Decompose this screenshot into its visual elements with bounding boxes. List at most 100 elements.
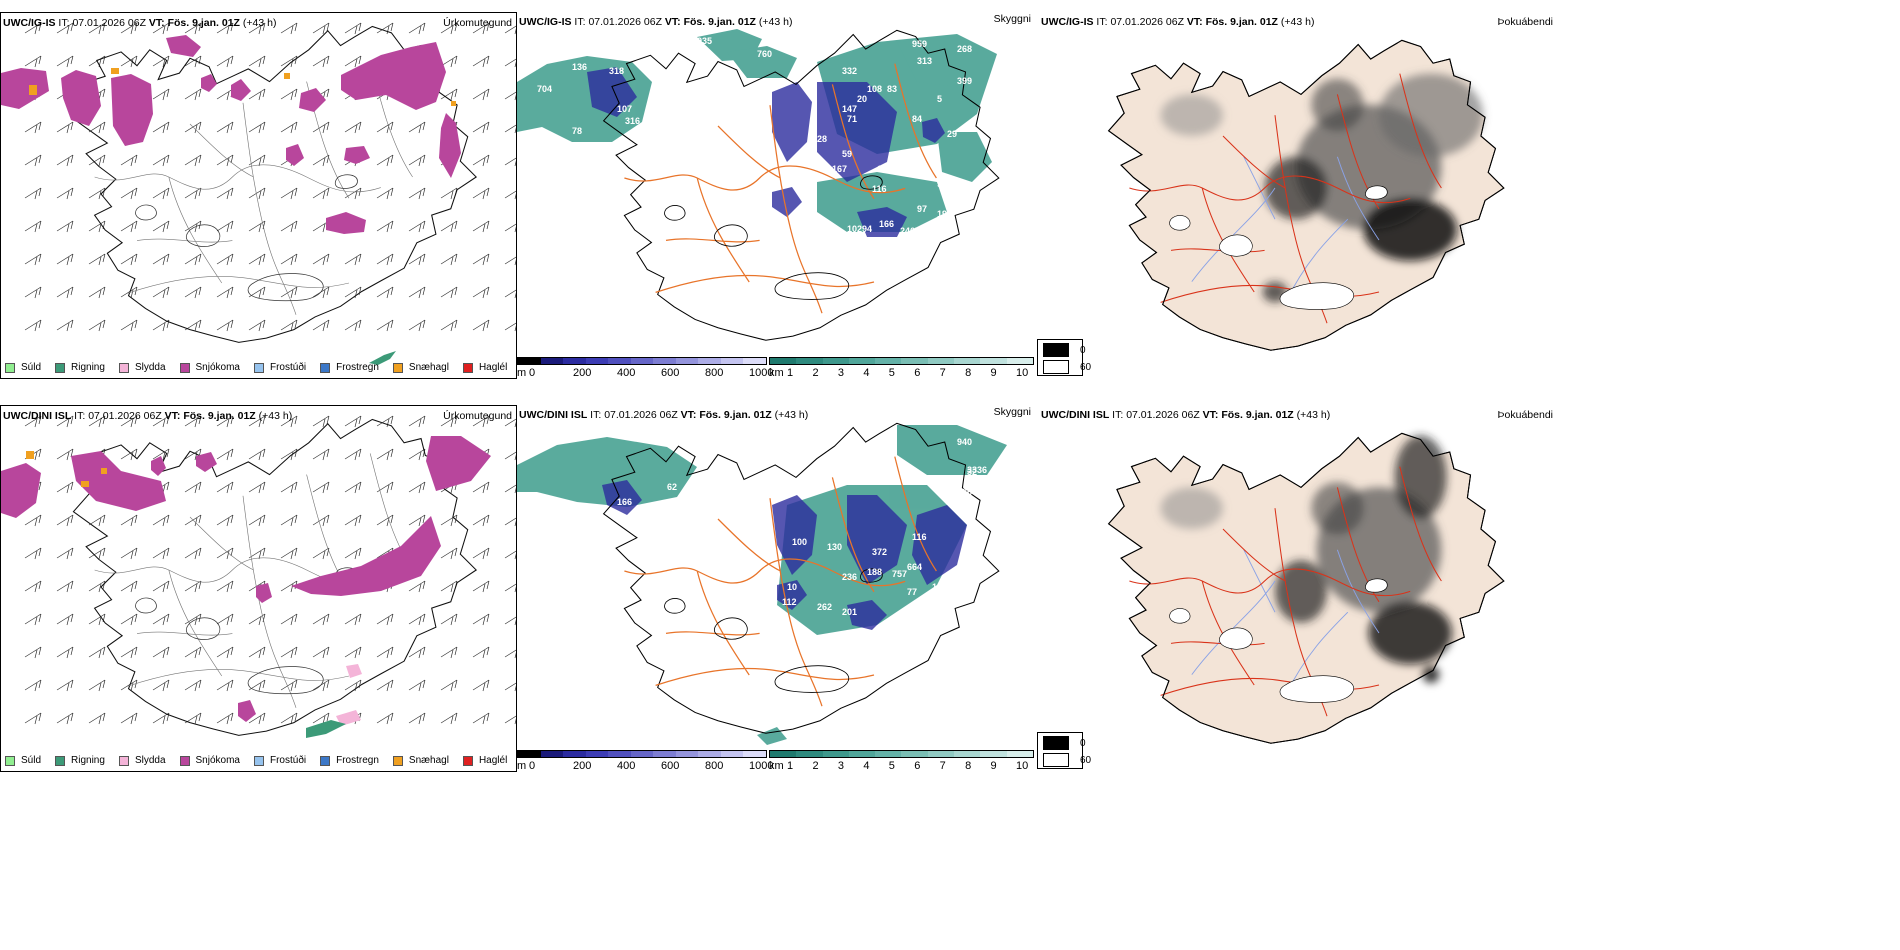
wind-barb — [344, 286, 362, 299]
legend-label: Rigning — [71, 362, 105, 373]
wind-barb — [56, 319, 74, 332]
scale-tick: 4 — [863, 367, 870, 379]
wind-barb — [344, 679, 362, 692]
wind-barb — [184, 547, 202, 560]
wind-barb — [504, 124, 516, 134]
wind-barb — [312, 415, 330, 428]
wind-barb — [216, 679, 234, 692]
wind-barb — [120, 220, 138, 233]
wind-barb — [248, 22, 266, 35]
wind-barb — [56, 514, 74, 527]
wind-barb — [280, 286, 298, 299]
scale-swatch — [675, 751, 699, 757]
wind-barb — [248, 253, 266, 266]
fog-legend-swatch — [1043, 343, 1069, 357]
wind-barb — [504, 583, 516, 593]
scale-swatch — [698, 751, 721, 757]
wind-barb — [24, 220, 42, 233]
scale-unit: km — [769, 367, 784, 379]
scale-swatch — [980, 751, 1007, 757]
value-label: 399 — [957, 76, 972, 86]
value-label: 62 — [667, 482, 677, 492]
legend-label: Snæhagl — [408, 755, 449, 766]
wind-barb — [376, 679, 394, 692]
scale-tick: 10 — [1016, 367, 1029, 379]
wind-barb — [280, 514, 298, 527]
scale-tick: 9 — [990, 367, 997, 379]
wind-barb — [440, 55, 458, 68]
wind-barb — [504, 58, 516, 68]
value-label: 935 — [697, 36, 712, 46]
wind-barb — [152, 679, 170, 692]
wind-barb — [280, 88, 298, 101]
wind-barb — [120, 415, 138, 428]
wind-barb — [440, 319, 458, 332]
wind-barb — [344, 253, 362, 266]
legend-swatch — [179, 755, 190, 766]
scale-bar-km — [769, 750, 1034, 758]
wind-barb — [280, 712, 298, 725]
wind-barb — [184, 646, 202, 659]
wind-barb — [344, 319, 362, 332]
wind-barb — [24, 22, 42, 35]
scale-swatch — [927, 358, 955, 364]
legend-item: Slydda — [118, 755, 166, 766]
fog-legend: 0 60 — [1037, 732, 1091, 769]
wind-barb — [152, 88, 170, 101]
fog-legend-label: 60 — [1080, 362, 1092, 373]
wind-barb — [216, 286, 234, 299]
value-label: 372 — [872, 547, 887, 557]
wind-barb — [216, 121, 234, 134]
wind-barb — [152, 547, 170, 560]
wind-barb — [376, 220, 394, 233]
legend-item: Snæhagl — [392, 755, 449, 766]
wind-barb — [152, 613, 170, 626]
scale-tick: 400 — [617, 367, 636, 379]
scale-swatch — [770, 751, 797, 757]
wind-barb — [184, 187, 202, 200]
wind-barb — [440, 220, 458, 233]
value-label: 84 — [957, 577, 967, 587]
wind-barb — [184, 415, 202, 428]
fog-legend-swatch — [1043, 360, 1069, 374]
value-label: 57 — [667, 94, 677, 104]
legend-swatch — [462, 362, 473, 373]
wind-barb — [152, 448, 170, 461]
wind-barb — [472, 319, 490, 332]
value-label: 364 — [914, 226, 929, 236]
wind-barb — [472, 154, 490, 167]
scale-swatch — [720, 751, 744, 757]
value-label: 97 — [937, 179, 947, 189]
wind-barb — [56, 448, 74, 461]
scale-swatch — [540, 358, 564, 364]
wind-barb — [280, 121, 298, 134]
fog-legend-swatch — [1043, 736, 1069, 750]
scale-swatch — [980, 358, 1007, 364]
wind-barb — [152, 286, 170, 299]
scale-tick: 3 — [837, 367, 844, 379]
wind-barb — [472, 22, 490, 35]
scale-tick: 9 — [990, 760, 997, 772]
value-labels: 935 760 959 268 136 318 588 332 313 399 5 704 107 57 2… — [537, 36, 972, 246]
value-label: 166 — [879, 219, 894, 229]
legend-swatch — [55, 362, 66, 373]
legend-item: Rigning — [55, 755, 105, 766]
value-label: 102 — [847, 224, 862, 234]
wind-barb — [504, 157, 516, 167]
visibility-map-ig: 935 760 959 268 136 318 588 332 313 399 5 704 107 57 2… — [517, 29, 1000, 341]
scale-swatch — [608, 751, 631, 757]
wind-barb — [184, 712, 202, 725]
value-label: 19 — [937, 209, 947, 219]
scale-bar-m — [517, 750, 767, 758]
wind-barb — [312, 481, 330, 494]
scale-swatch — [630, 751, 654, 757]
legend-label: Frostúði — [269, 362, 307, 373]
wind-barb — [24, 121, 42, 134]
value-label: 84 — [912, 114, 922, 124]
wind-barb — [120, 253, 138, 266]
fog-panel-ig: UWC/IG-IS IT: 07.01.2026 06Z VT: Fös. 9.… — [1037, 12, 1557, 379]
wind-barb — [152, 415, 170, 428]
scale-swatch — [563, 358, 586, 364]
wind-barb — [88, 547, 106, 560]
value-label: 141 — [877, 164, 892, 174]
